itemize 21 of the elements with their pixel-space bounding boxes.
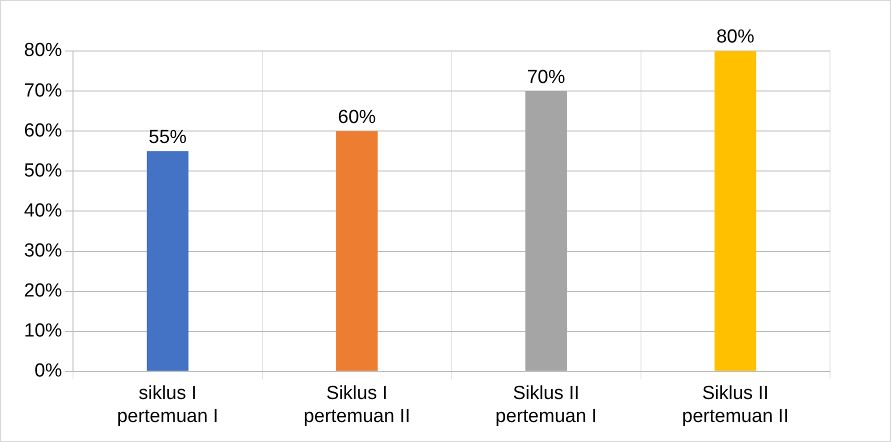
x-tick-label: Siklus II pertemuan II <box>682 383 789 427</box>
y-tick-label: 70% <box>24 80 62 102</box>
y-tick-label: 0% <box>34 360 62 382</box>
y-tick-label: 80% <box>24 40 62 62</box>
data-label: 80% <box>716 26 754 48</box>
bar <box>525 91 567 371</box>
data-label: 55% <box>148 126 187 148</box>
y-tick-label: 20% <box>24 280 62 302</box>
y-tick-label: 40% <box>24 200 62 222</box>
y-tick-label: 10% <box>24 320 62 342</box>
data-label: 60% <box>338 106 376 128</box>
x-tick-label: siklus I pertemuan I <box>116 383 218 427</box>
bar <box>146 151 188 371</box>
x-tick-label: Siklus I pertemuan II <box>304 383 410 427</box>
y-tick-label: 50% <box>24 160 62 182</box>
y-tick-label: 30% <box>24 240 62 262</box>
bar <box>336 131 378 371</box>
data-label: 70% <box>527 66 566 88</box>
bar <box>714 51 756 371</box>
y-tick-label: 60% <box>24 120 62 142</box>
x-tick-label: Siklus II pertemuan I <box>495 383 597 427</box>
